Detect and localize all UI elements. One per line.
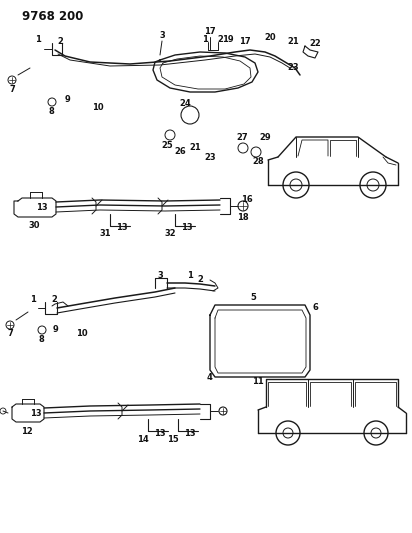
Text: 19: 19 (222, 36, 234, 44)
Text: 10: 10 (92, 102, 104, 111)
Text: 13: 13 (116, 223, 128, 232)
Text: 9: 9 (65, 95, 71, 104)
Text: 1: 1 (30, 295, 36, 304)
Text: 17: 17 (239, 37, 251, 46)
Text: 2: 2 (57, 36, 63, 45)
Text: 28: 28 (252, 157, 264, 166)
Text: 18: 18 (237, 214, 249, 222)
Text: 13: 13 (36, 204, 48, 213)
Text: 22: 22 (309, 38, 321, 47)
Text: 2: 2 (217, 35, 223, 44)
Text: 17: 17 (204, 28, 216, 36)
Text: 29: 29 (259, 133, 271, 142)
Text: 2: 2 (51, 295, 57, 304)
Text: 13: 13 (181, 223, 193, 232)
Text: 7: 7 (9, 85, 15, 94)
Text: 14: 14 (137, 434, 149, 443)
Text: 23: 23 (287, 63, 299, 72)
Text: 25: 25 (161, 141, 173, 149)
Text: 13: 13 (30, 409, 42, 418)
Text: 1: 1 (35, 35, 41, 44)
Text: 3: 3 (159, 31, 165, 41)
Text: 9768 200: 9768 200 (22, 10, 83, 23)
Text: 23: 23 (204, 152, 216, 161)
Text: 6: 6 (312, 303, 318, 312)
Text: 32: 32 (164, 230, 176, 238)
Text: 4: 4 (207, 374, 213, 383)
Text: 9: 9 (53, 326, 59, 335)
Text: 21: 21 (189, 143, 201, 152)
Text: 16: 16 (241, 196, 253, 205)
Text: 8: 8 (48, 108, 54, 117)
Text: 26: 26 (174, 148, 186, 157)
Text: 20: 20 (264, 34, 276, 43)
Text: 8: 8 (38, 335, 44, 344)
Text: 21: 21 (287, 37, 299, 46)
Text: 3: 3 (157, 271, 163, 279)
Text: 13: 13 (184, 429, 196, 438)
Text: 30: 30 (28, 222, 40, 230)
Text: 24: 24 (179, 100, 191, 109)
Text: 1: 1 (202, 35, 208, 44)
Text: 2: 2 (197, 276, 203, 285)
Text: 27: 27 (236, 133, 248, 142)
Text: 1: 1 (187, 271, 193, 279)
Text: 7: 7 (7, 329, 13, 338)
Text: 10: 10 (76, 329, 88, 338)
Text: 12: 12 (21, 426, 33, 435)
Text: 15: 15 (167, 434, 179, 443)
Text: 11: 11 (252, 377, 264, 386)
Text: 13: 13 (154, 429, 166, 438)
Text: 5: 5 (250, 294, 256, 303)
Text: 31: 31 (99, 230, 111, 238)
